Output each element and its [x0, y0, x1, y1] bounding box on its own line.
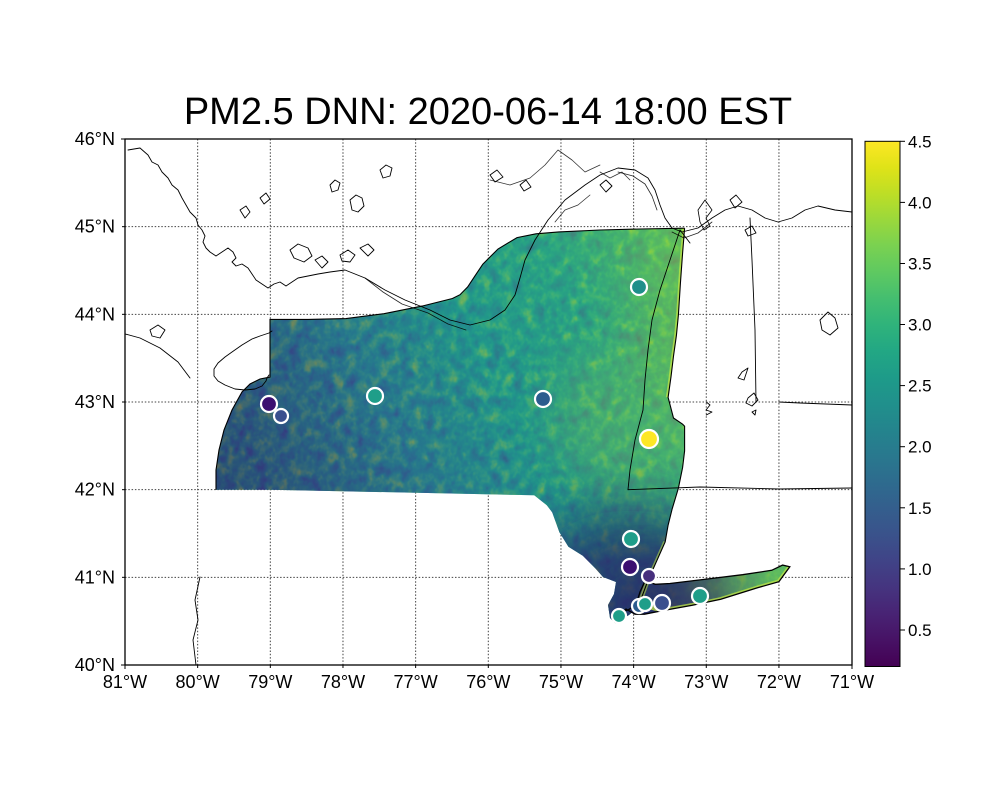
svg-text:0.5: 0.5 [908, 621, 932, 640]
svg-text:43°N: 43°N [75, 392, 115, 412]
svg-text:42°N: 42°N [75, 480, 115, 500]
svg-text:4.0: 4.0 [908, 193, 932, 212]
svg-text:1.0: 1.0 [908, 560, 932, 579]
svg-text:41°N: 41°N [75, 567, 115, 587]
svg-text:74°W: 74°W [612, 672, 656, 692]
svg-text:PM2.5 DNN: 2020-06-14 18:00 ES: PM2.5 DNN: 2020-06-14 18:00 EST [184, 91, 792, 133]
svg-text:73°W: 73°W [684, 672, 728, 692]
svg-text:79°W: 79°W [248, 672, 292, 692]
svg-text:44°N: 44°N [75, 304, 115, 324]
svg-text:72°W: 72°W [757, 672, 801, 692]
svg-text:80°W: 80°W [176, 672, 220, 692]
svg-text:2.5: 2.5 [908, 377, 932, 396]
svg-text:40°N: 40°N [75, 655, 115, 675]
svg-text:4.5: 4.5 [908, 132, 932, 151]
svg-text:78°W: 78°W [321, 672, 365, 692]
svg-text:76°W: 76°W [466, 672, 510, 692]
svg-text:77°W: 77°W [394, 672, 438, 692]
svg-text:75°W: 75°W [539, 672, 583, 692]
svg-text:2.0: 2.0 [908, 438, 932, 457]
svg-text:45°N: 45°N [75, 217, 115, 237]
svg-text:71°W: 71°W [830, 672, 874, 692]
svg-text:81°W: 81°W [103, 672, 147, 692]
svg-text:46°N: 46°N [75, 129, 115, 149]
svg-text:1.5: 1.5 [908, 499, 932, 518]
svg-text:3.5: 3.5 [908, 255, 932, 274]
svg-text:3.0: 3.0 [908, 316, 932, 335]
